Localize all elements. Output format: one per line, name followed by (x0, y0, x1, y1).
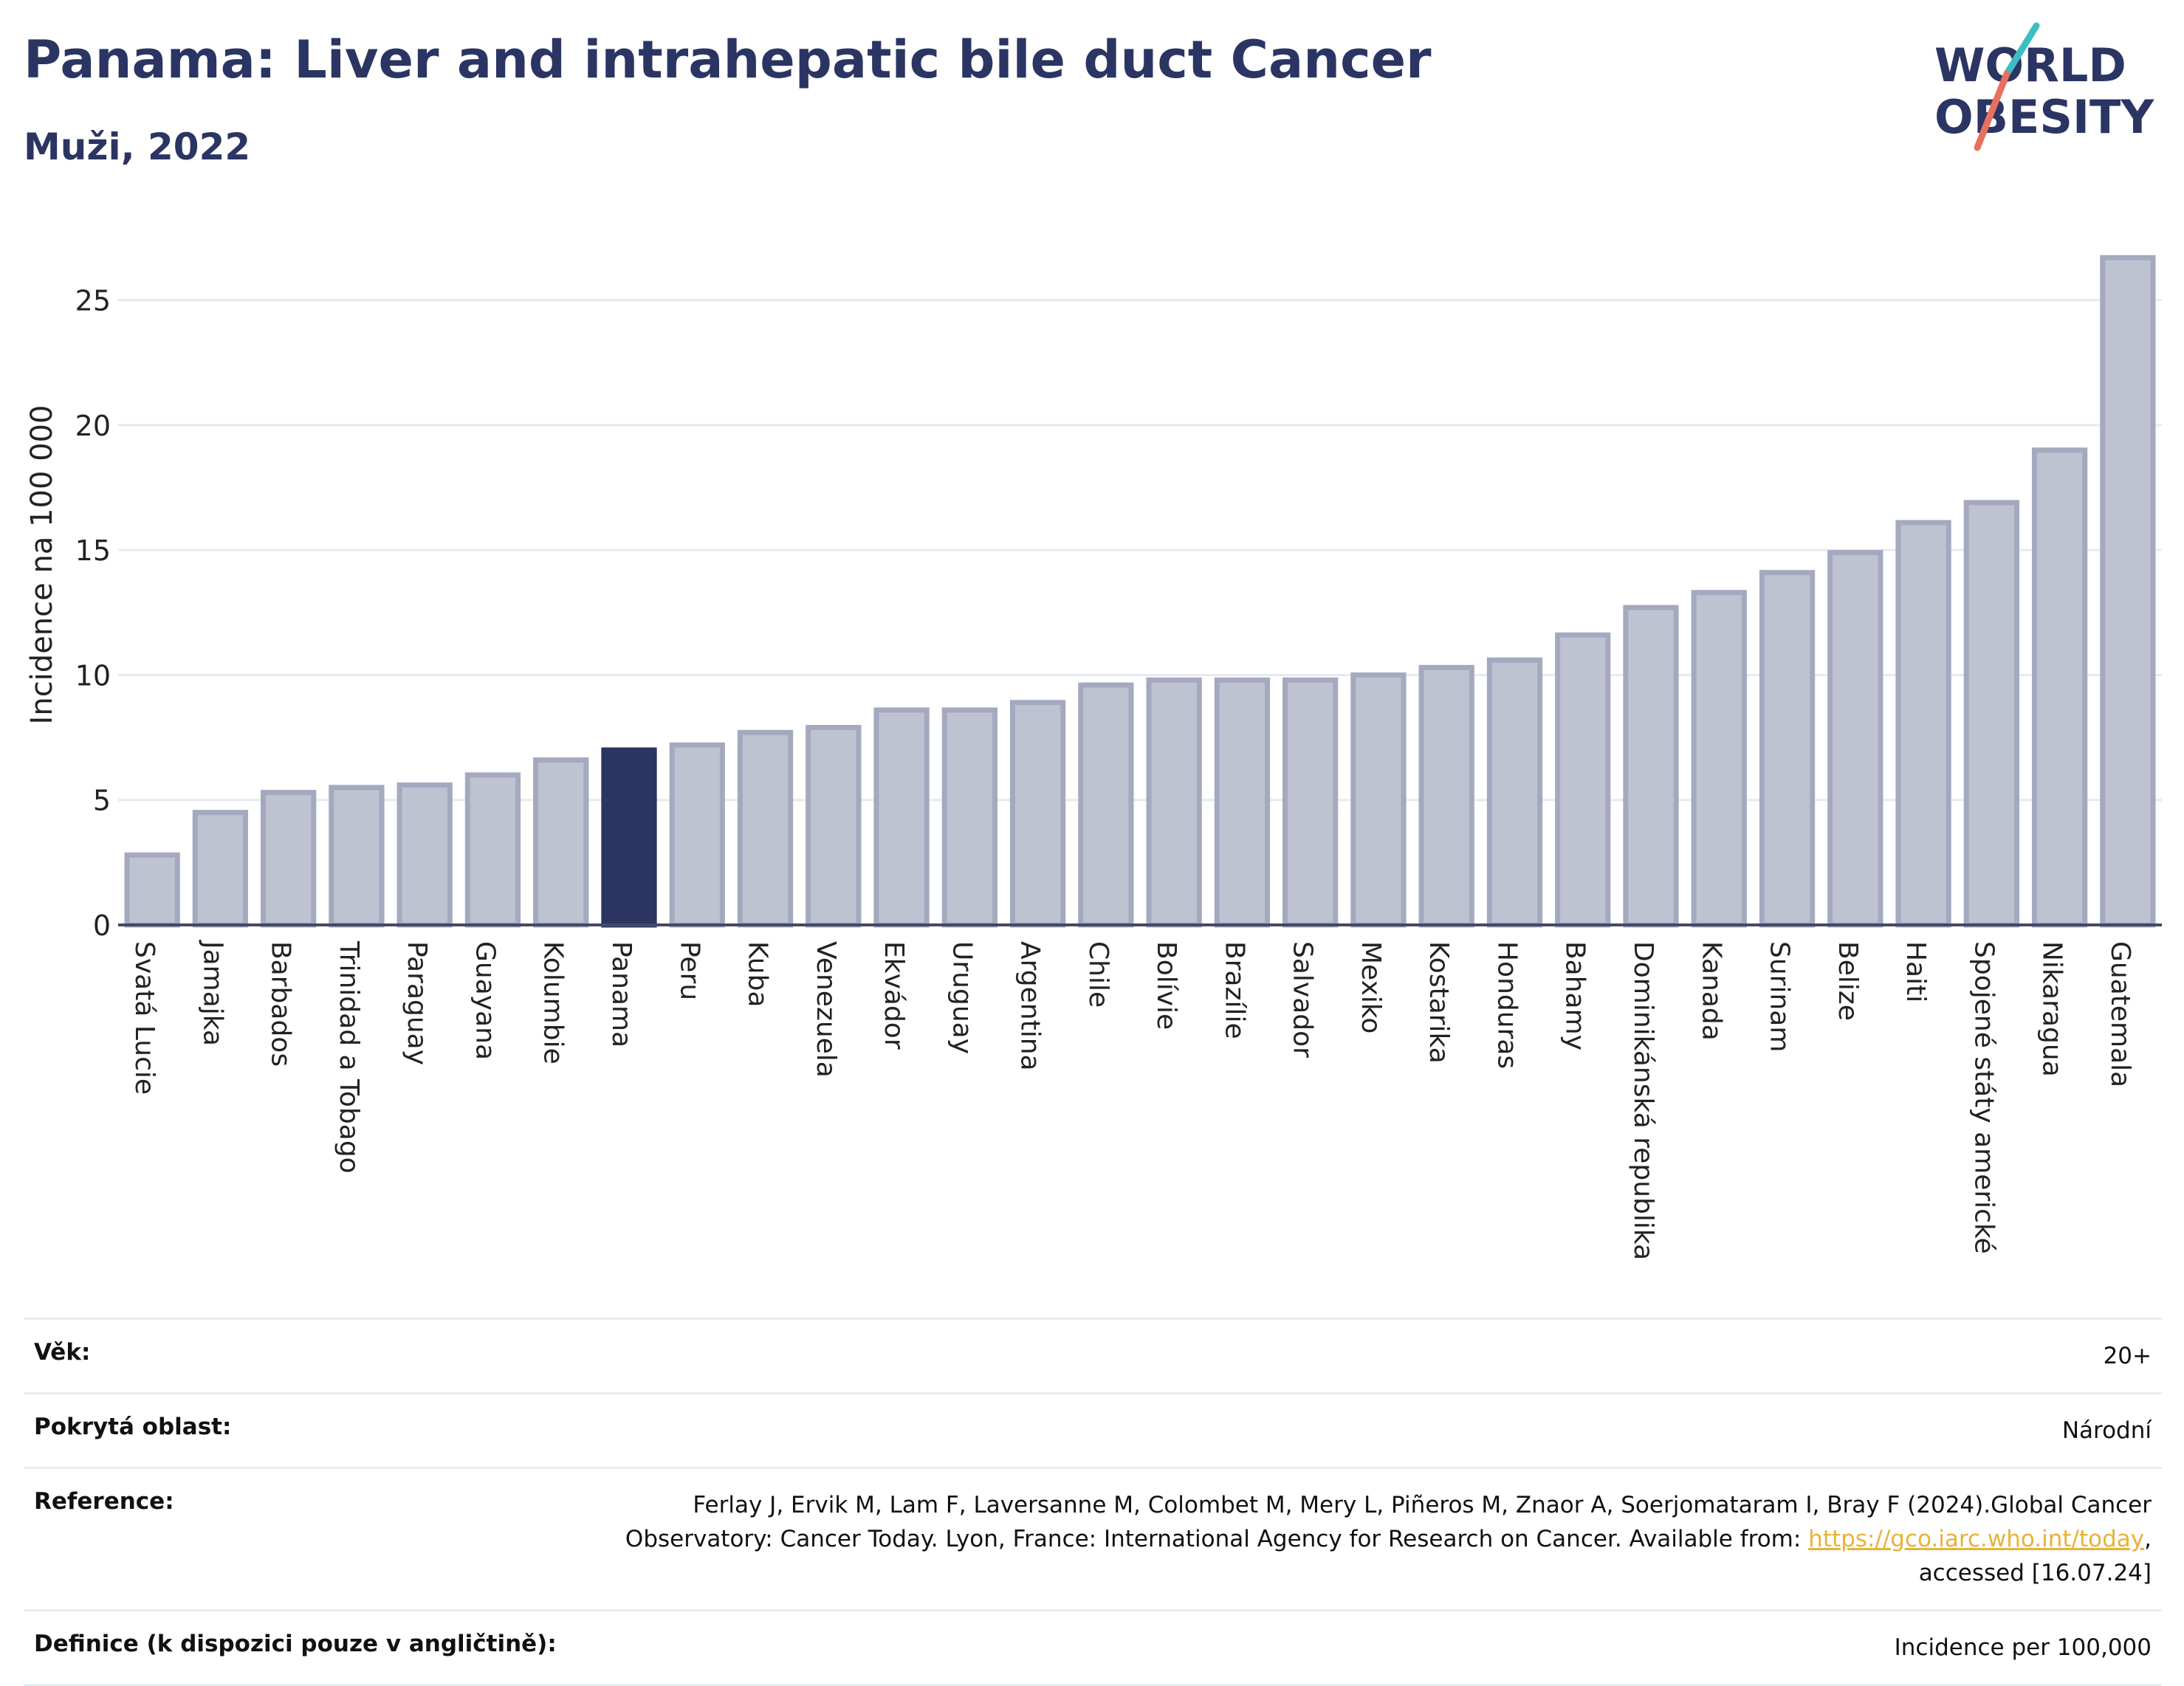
x-tick-label: Kuba (743, 941, 773, 1008)
x-tick-label: Belize (1833, 941, 1863, 1021)
x-tick-label: Peru (674, 941, 704, 1000)
x-tick-label: Bolívie (1151, 941, 1181, 1030)
x-tick-label: Chile (1083, 941, 1113, 1008)
x-tick-label: Ekvádor (879, 941, 909, 1050)
x-tick-label: Argentina (1015, 941, 1045, 1071)
y-axis: 0 5 10 15 20 25 (75, 285, 111, 942)
logo-text-world: WORLD (1934, 38, 2126, 92)
chart-title: Panama: Liver and intrahepatic bile duct… (24, 30, 1432, 90)
bar[interactable] (464, 772, 521, 928)
info-value: Ferlay J, Ervik M, Lam F, Laversanne M, … (601, 1488, 2152, 1590)
bar[interactable] (1555, 632, 1611, 928)
info-row-coverage: Pokrytá oblast: Národní (24, 1392, 2162, 1467)
reference-link[interactable]: https://gco.iarc.who.int/today (1808, 1526, 2145, 1552)
y-tick-label: 10 (75, 659, 111, 692)
y-tick-label: 5 (93, 785, 111, 817)
x-tick-label: Haiti (1900, 941, 1931, 1002)
x-tick-label: Guayana (470, 941, 500, 1060)
bar[interactable] (1895, 520, 1951, 928)
info-table: Věk: 20+ Pokrytá oblast: Národní Referen… (24, 1318, 2162, 1686)
bar[interactable] (124, 852, 180, 928)
bar[interactable] (737, 729, 794, 928)
x-tick-label: Brazílie (1219, 941, 1249, 1039)
bar[interactable] (2100, 255, 2156, 928)
bar[interactable] (1691, 590, 1747, 928)
bar[interactable] (1623, 605, 1679, 928)
logo-slash-red (1974, 70, 2010, 151)
info-value: Národní (2061, 1417, 2152, 1444)
bar[interactable] (533, 757, 589, 928)
logo-slash-teal (2003, 22, 2040, 78)
bar[interactable] (1350, 672, 1407, 928)
info-label: Pokrytá oblast: (34, 1414, 232, 1440)
y-tick-label: 25 (75, 285, 111, 317)
x-tick-label: Dominikánská republika (1628, 941, 1658, 1260)
bar[interactable] (329, 785, 385, 928)
x-tick-label: Nikaragua (2037, 941, 2067, 1077)
bar[interactable] (1146, 677, 1202, 928)
info-label: Reference: (34, 1488, 174, 1515)
logo-text-obesity: OBESITY (1934, 90, 2154, 144)
info-value: 20+ (2103, 1343, 2152, 1369)
bar[interactable] (806, 725, 862, 928)
bar[interactable] (1759, 570, 1816, 928)
x-tick-label: Kostarika (1424, 941, 1454, 1064)
x-tick-label: Barbados (266, 941, 296, 1067)
x-tick-label: Guatemala (2105, 941, 2135, 1087)
y-tick-label: 15 (75, 534, 111, 567)
y-axis-label: Incidence na 100 000 (25, 405, 59, 725)
world-obesity-logo: WORLD OBESITY (1934, 22, 2154, 151)
bar[interactable] (941, 707, 997, 928)
x-tick-label: Mexiko (1356, 941, 1386, 1033)
bar[interactable] (1963, 500, 2019, 928)
x-tick-label: Paraguay (402, 941, 432, 1065)
bar[interactable] (2031, 447, 2088, 928)
bar[interactable] (1078, 682, 1134, 928)
x-tick-label: Venezuela (811, 941, 841, 1078)
info-value: Incidence per 100,000 (1894, 1634, 2152, 1661)
bar[interactable] (873, 707, 930, 928)
bar[interactable] (396, 782, 453, 928)
bar[interactable] (1827, 550, 1883, 928)
bar[interactable] (1282, 677, 1339, 928)
bar[interactable] (1214, 677, 1271, 928)
x-tick-label: Honduras (1491, 941, 1522, 1069)
x-tick-label: Uruguay (947, 941, 977, 1054)
x-tick-label: Surinam (1765, 941, 1795, 1052)
info-row-definition: Definice (k dispozici pouze v angličtině… (24, 1609, 2162, 1686)
bar[interactable] (192, 810, 249, 928)
y-tick-label: 20 (75, 410, 111, 442)
bar[interactable] (1486, 657, 1543, 928)
reference-accessed: , accessed [16.07.24] (1918, 1526, 2152, 1586)
bar[interactable] (1418, 664, 1474, 928)
bar[interactable] (601, 747, 657, 928)
bar-chart: 0 5 10 15 20 25 Svatá Lucie Jamajka Barbados Tri… (25, 255, 2162, 1260)
y-tick-label: 0 (93, 909, 111, 942)
x-tick-label: Kolumbie (538, 941, 569, 1064)
x-tick-label: Bahamy (1560, 941, 1590, 1050)
bar[interactable] (1009, 700, 1066, 928)
x-tick-label: Trinidad a Tobago (334, 940, 364, 1174)
x-tick-label: Salvador (1288, 941, 1318, 1058)
info-label: Definice (k dispozici pouze v angličtině… (34, 1631, 557, 1657)
info-row-age: Věk: 20+ (24, 1318, 2162, 1392)
info-row-reference: Reference: Ferlay J, Ervik M, Lam F, Lav… (24, 1467, 2162, 1609)
x-tick-label: Panama (606, 941, 636, 1047)
x-tick-label: Kanada (1696, 941, 1726, 1041)
x-tick-label: Spojené státy americké (1968, 941, 1999, 1254)
reference-text: Ferlay J, Ervik M, Lam F, Laversanne M, … (625, 1492, 2152, 1552)
chart-subtitle: Muži, 2022 (24, 125, 251, 168)
x-tick-label: Jamajka (197, 940, 227, 1046)
bar[interactable] (261, 790, 317, 928)
bar[interactable] (669, 742, 725, 928)
info-label: Věk: (34, 1339, 91, 1366)
bars (124, 255, 2156, 928)
x-axis: Svatá Lucie Jamajka Barbados Trinidad a Tob… (118, 923, 2162, 1260)
x-tick-label: Svatá Lucie (129, 941, 159, 1095)
